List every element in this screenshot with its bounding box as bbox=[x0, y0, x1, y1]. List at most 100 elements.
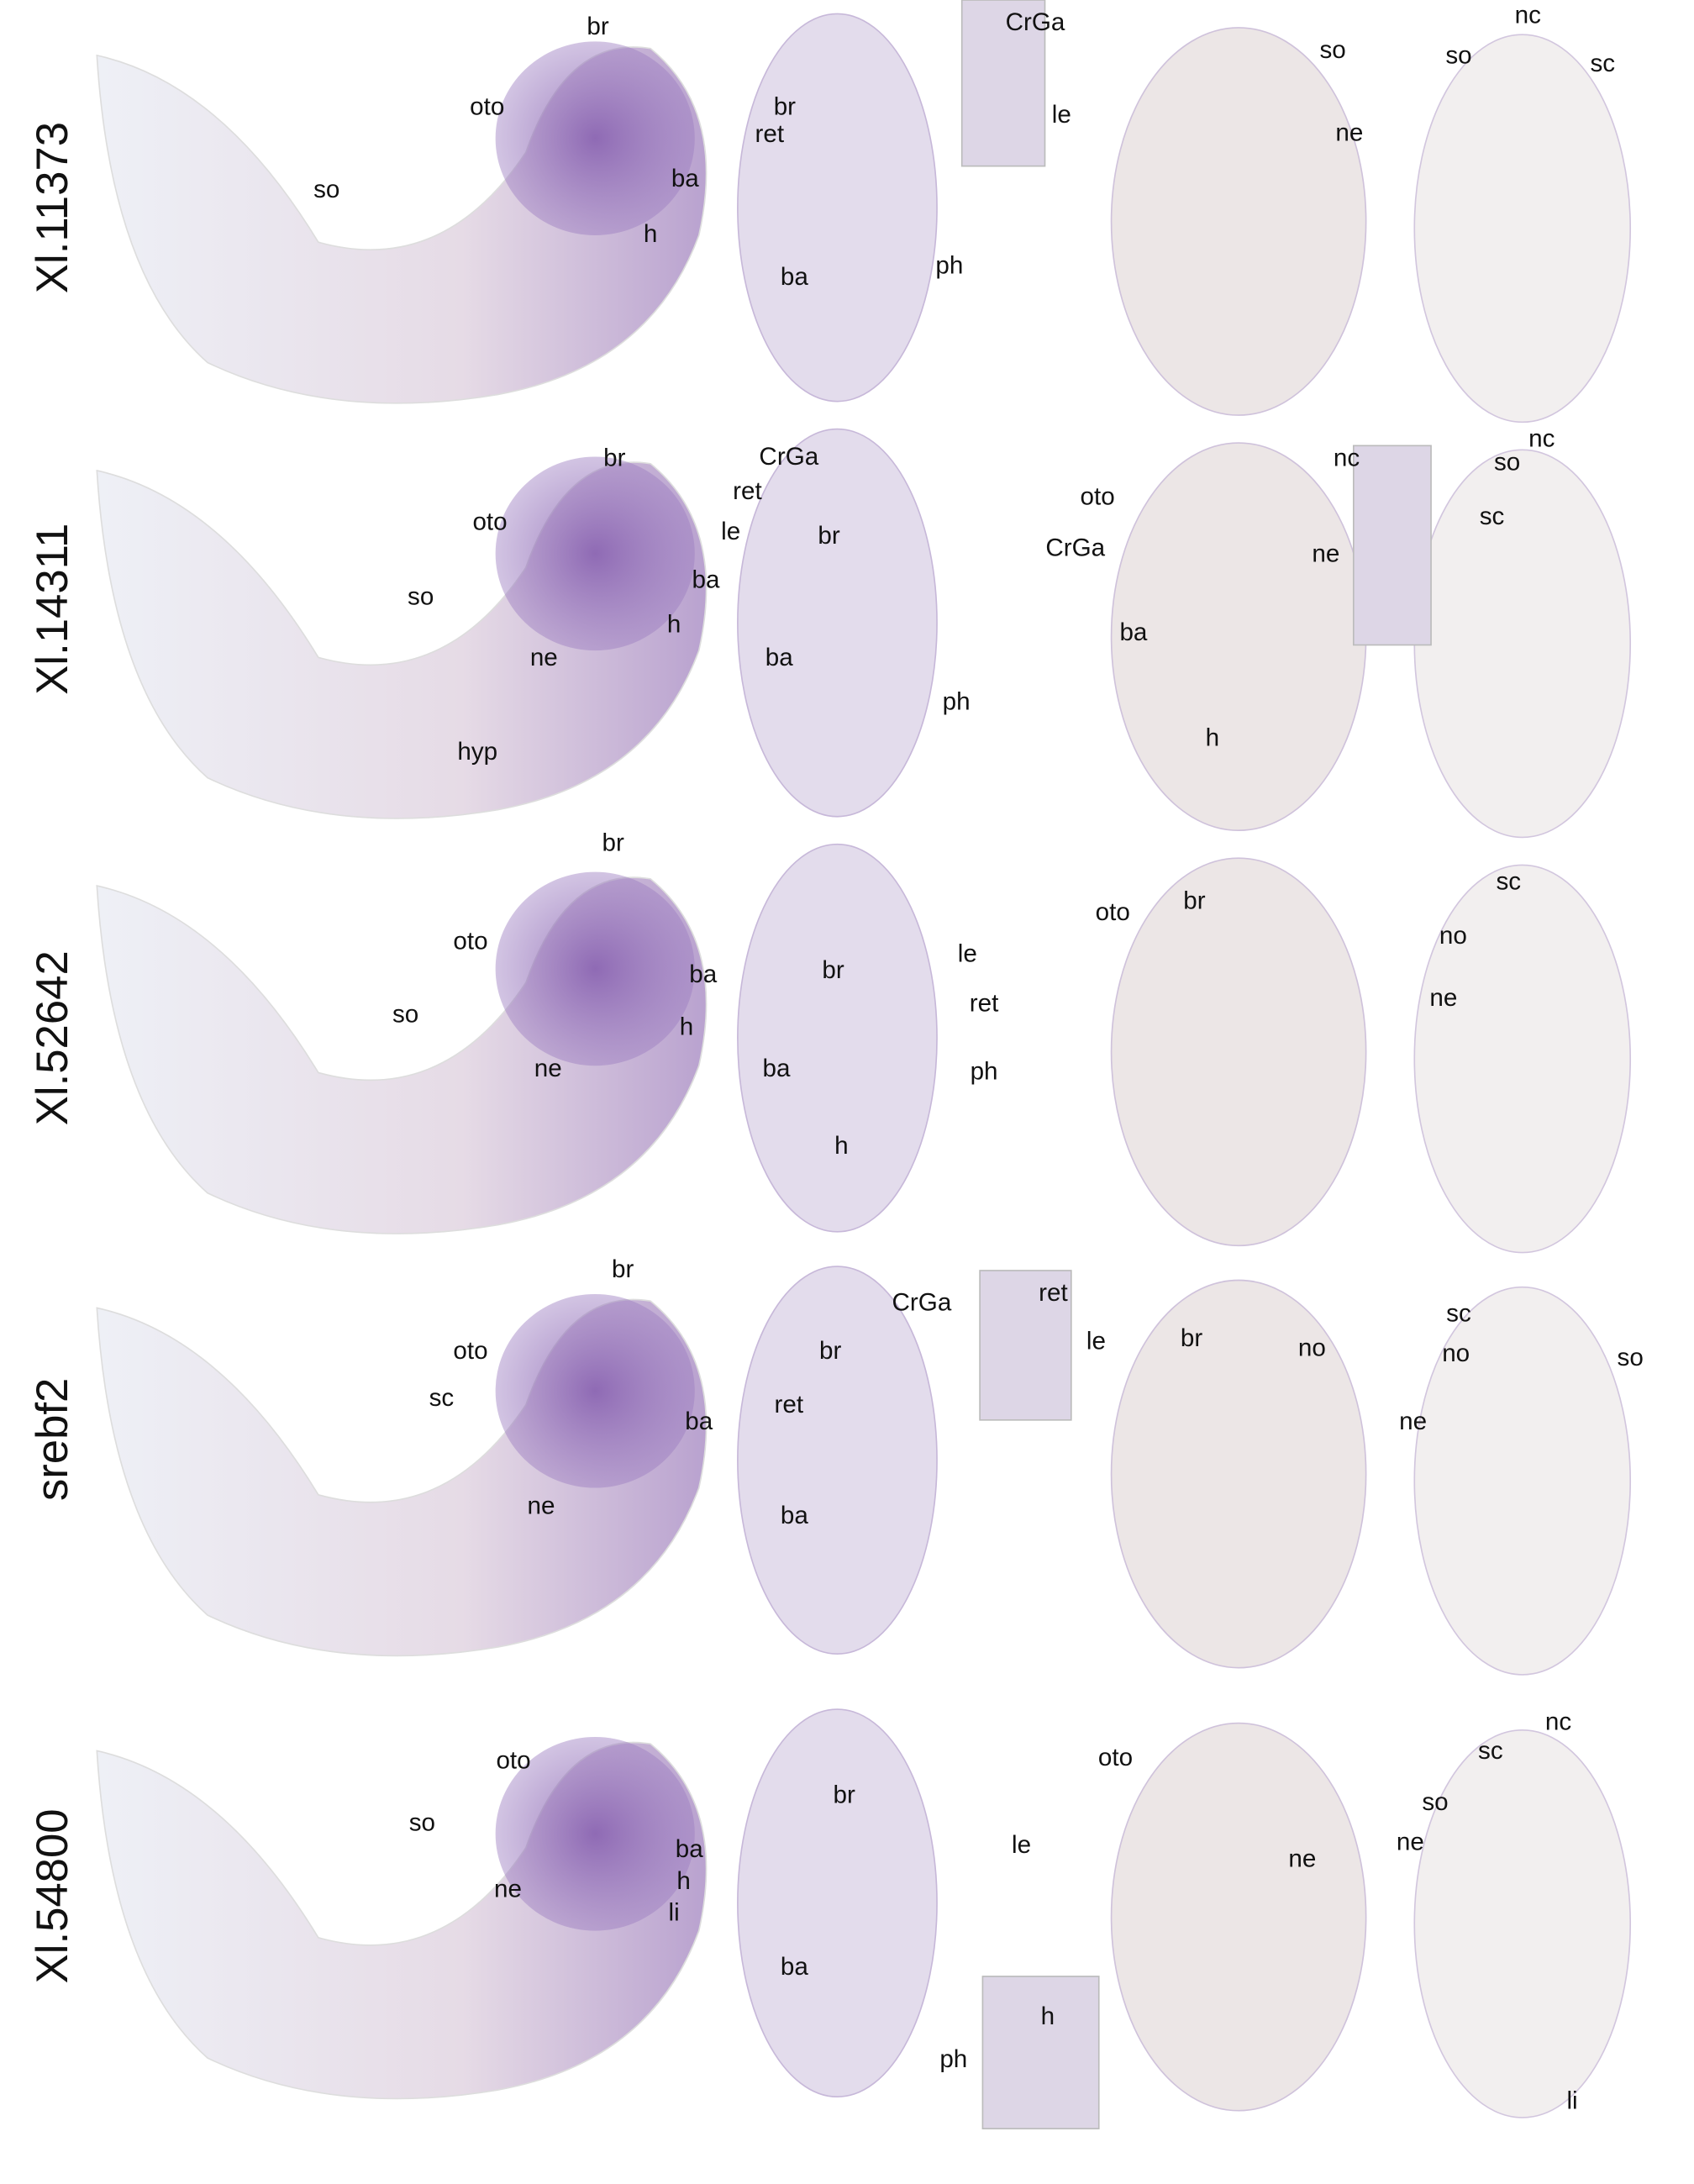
annotation: le bbox=[721, 518, 740, 545]
embryo-head bbox=[495, 871, 695, 1066]
annotation: br bbox=[818, 522, 839, 550]
annotation: sc bbox=[1446, 1299, 1471, 1327]
annotation: ne bbox=[528, 1492, 555, 1519]
embryo-head bbox=[495, 41, 695, 235]
annotation: ba bbox=[685, 1408, 713, 1435]
annotation: ba bbox=[781, 263, 808, 291]
annotation: sc bbox=[1496, 868, 1521, 896]
annotation: ba bbox=[765, 644, 793, 671]
annotation: ph bbox=[935, 252, 963, 280]
embryo-head bbox=[495, 1737, 695, 1931]
annotation: hyp bbox=[457, 738, 497, 766]
annotation: br bbox=[819, 1337, 841, 1365]
annotation: ret bbox=[775, 1391, 804, 1418]
section bbox=[1413, 864, 1632, 1254]
annotation: ba bbox=[676, 1835, 703, 1863]
annotation: le bbox=[1052, 101, 1071, 129]
annotation: ne bbox=[534, 1055, 562, 1082]
annotation: br bbox=[603, 445, 625, 472]
annotation: ne bbox=[494, 1876, 522, 1903]
annotation: so bbox=[1445, 41, 1471, 69]
annotation: ret bbox=[755, 120, 784, 148]
annotation: so bbox=[1618, 1344, 1644, 1371]
gene-label: srebf2 bbox=[28, 1378, 77, 1501]
annotation: nc bbox=[1528, 425, 1555, 453]
annotation: oto bbox=[1096, 898, 1130, 926]
section bbox=[1413, 34, 1632, 424]
annotation: ph bbox=[971, 1057, 998, 1085]
section bbox=[1110, 442, 1367, 832]
section bbox=[1413, 449, 1632, 839]
annotation: oto bbox=[453, 1337, 487, 1365]
annotation: le bbox=[958, 939, 977, 967]
annotation: ba bbox=[781, 1953, 808, 1981]
annotation: le bbox=[1086, 1327, 1106, 1355]
annotation: ba bbox=[1119, 618, 1147, 646]
gene-label: Xl.52642 bbox=[28, 950, 77, 1125]
annotation: so bbox=[392, 1001, 418, 1029]
annotation: br bbox=[1183, 887, 1205, 915]
annotation: ba bbox=[763, 1055, 791, 1082]
annotation: h bbox=[1206, 724, 1219, 751]
inset bbox=[981, 1976, 1100, 2129]
inset bbox=[1352, 445, 1432, 646]
section bbox=[737, 843, 938, 1233]
annotation: h bbox=[834, 1132, 848, 1160]
annotation: ne bbox=[1399, 1408, 1427, 1435]
annotation: ne bbox=[1397, 1829, 1424, 1856]
inset bbox=[979, 1270, 1072, 1421]
annotation: so bbox=[1422, 1788, 1448, 1816]
section bbox=[1110, 1279, 1367, 1669]
annotation: sc bbox=[429, 1384, 455, 1412]
annotation: h bbox=[667, 610, 681, 638]
annotation: nc bbox=[1334, 445, 1360, 472]
section bbox=[737, 1708, 938, 2098]
annotation: sc bbox=[1478, 1737, 1503, 1765]
section bbox=[737, 428, 938, 818]
annotation: ph bbox=[943, 688, 971, 716]
annotation: oto bbox=[1098, 1744, 1133, 1771]
section bbox=[737, 1266, 938, 1655]
annotation: CrGa bbox=[1045, 534, 1105, 562]
annotation: CrGa bbox=[1006, 8, 1065, 36]
annotation: CrGa bbox=[892, 1288, 952, 1316]
annotation: no bbox=[1442, 1339, 1470, 1367]
annotation: ne bbox=[1429, 984, 1457, 1012]
annotation: le bbox=[1012, 1831, 1031, 1859]
annotation: h bbox=[680, 1013, 693, 1041]
embryo-head bbox=[495, 1293, 695, 1488]
annotation: nc bbox=[1515, 2, 1541, 29]
annotation: oto bbox=[496, 1746, 530, 1774]
annotation: ne bbox=[1335, 119, 1363, 147]
annotation: br bbox=[587, 13, 608, 40]
annotation: ba bbox=[781, 1502, 808, 1529]
annotation: so bbox=[1494, 449, 1520, 476]
annotation: ne bbox=[1288, 1845, 1316, 1872]
annotation: so bbox=[1319, 36, 1345, 64]
annotation: h bbox=[676, 1867, 690, 1895]
annotation: oto bbox=[470, 92, 504, 120]
section bbox=[1110, 1722, 1367, 2112]
annotation: nc bbox=[1545, 1708, 1571, 1735]
annotation: oto bbox=[1081, 483, 1115, 511]
annotation: ba bbox=[671, 165, 699, 192]
embryo-head bbox=[495, 456, 695, 651]
section bbox=[1110, 27, 1367, 416]
section bbox=[737, 13, 938, 403]
inset bbox=[960, 0, 1046, 167]
annotation: ret bbox=[1039, 1279, 1068, 1307]
gene-label: Xl.11373 bbox=[28, 122, 77, 293]
annotation: so bbox=[313, 176, 339, 203]
gene-label: Xl.54800 bbox=[28, 1808, 77, 1983]
annotation: ne bbox=[530, 644, 558, 671]
gene-label: Xl.14311 bbox=[28, 524, 77, 695]
annotation: sc bbox=[1480, 503, 1505, 530]
annotation: no bbox=[1439, 922, 1467, 950]
annotation: br bbox=[602, 829, 623, 857]
annotation: li bbox=[669, 1899, 680, 1927]
annotation: br bbox=[1181, 1324, 1202, 1352]
section bbox=[1413, 1286, 1632, 1676]
annotation: h bbox=[1041, 2002, 1055, 2030]
annotation: oto bbox=[453, 927, 487, 955]
